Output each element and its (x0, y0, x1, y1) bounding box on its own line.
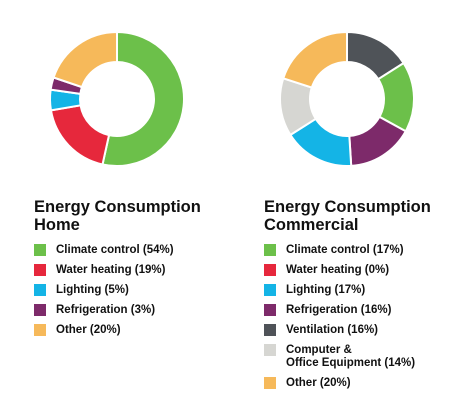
chart-title-commercial-line-1: Energy Consumption (264, 198, 431, 216)
commercial-legend-label: Refrigeration (16%) (286, 304, 392, 316)
commercial-legend-swatch (264, 284, 276, 296)
commercial-slice-other (282, 30, 348, 89)
commercial-legend-swatch (264, 377, 276, 389)
commercial-legend-item: Ventilation (16%) (264, 324, 464, 337)
commercial-legend-item: Refrigeration (16%) (264, 304, 464, 317)
commercial-legend-swatch (264, 344, 276, 356)
commercial-legend-label: Ventilation (16%) (286, 324, 379, 336)
home-legend-item: Other (20%) (34, 324, 234, 337)
donut-chart-home (49, 30, 185, 167)
commercial-legend-label: Computer & Office Equipment (14%) (286, 344, 416, 369)
chart-title-commercial: Energy Consumption Commercial (264, 198, 464, 234)
commercial-legend-swatch (264, 304, 276, 316)
commercial-legend-label: Water heating (0%) (286, 264, 390, 276)
home-legend-swatch (34, 324, 46, 336)
home-legend-label: Water heating (19%) (56, 264, 166, 276)
home-legend-swatch (34, 284, 46, 296)
donut-chart-commercial (279, 30, 415, 167)
home-legend-swatch (34, 264, 46, 276)
commercial-legend-item: Lighting (17%) (264, 284, 464, 297)
home-legend-label: Other (20%) (56, 324, 121, 336)
commercial-legend-item: Climate control (17%) (264, 244, 464, 257)
commercial-legend-swatch (264, 244, 276, 256)
legend-home: Climate control (54%) Water heating (19%)… (34, 244, 234, 337)
commercial-legend-item: Water heating (0%) (264, 264, 464, 277)
home-legend-label: Refrigeration (3%) (56, 304, 156, 316)
commercial-legend-panel: Energy Consumption Commercial Climate co… (264, 198, 464, 397)
home-legend-item: Water heating (19%) (34, 264, 234, 277)
commercial-legend-label: Other (20%) (286, 377, 351, 389)
home-legend-item: Climate control (54%) (34, 244, 234, 257)
home-legend-item: Lighting (5%) (34, 284, 234, 297)
home-legend-label: Climate control (54%) (56, 244, 174, 256)
commercial-legend-label: Climate control (17%) (286, 244, 404, 256)
commercial-legend-label: Lighting (17%) (286, 284, 366, 296)
chart-title-home-line-2: Home (34, 216, 80, 234)
home-slice-other (52, 30, 118, 89)
home-legend-label: Lighting (5%) (56, 284, 129, 296)
chart-title-home: Energy Consumption Home (34, 198, 234, 234)
chart-title-home-line-1: Energy Consumption (34, 198, 201, 216)
chart-title-commercial-line-2: Commercial (264, 216, 359, 234)
commercial-legend-item: Computer & Office Equipment (14%) (264, 344, 464, 370)
home-legend-item: Refrigeration (3%) (34, 304, 234, 317)
commercial-legend-item: Other (20%) (264, 377, 464, 390)
home-legend-swatch (34, 244, 46, 256)
commercial-legend-swatch (264, 324, 276, 336)
home-slice-climate-control (101, 30, 185, 167)
commercial-legend-swatch (264, 264, 276, 276)
home-legend-swatch (34, 304, 46, 316)
home-legend-panel: Energy Consumption Home Climate control … (34, 198, 234, 344)
legend-commercial: Climate control (17%) Water heating (0%) L… (264, 244, 464, 390)
home-slice-water-heating (49, 104, 111, 166)
